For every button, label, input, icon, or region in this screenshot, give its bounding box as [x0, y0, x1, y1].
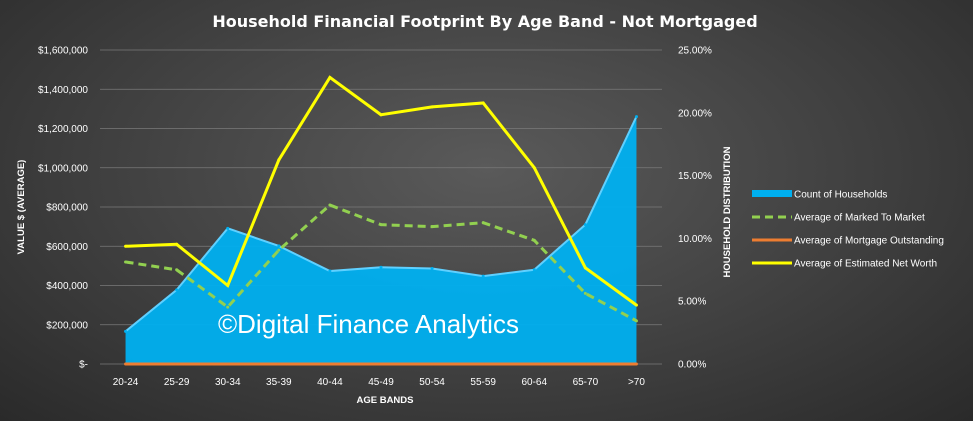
- line-point: [481, 101, 485, 105]
- line-point: [328, 75, 332, 79]
- line-point: [532, 166, 536, 170]
- y-tick-label: $400,000: [46, 281, 88, 292]
- y-tick-label: $200,000: [46, 320, 88, 331]
- y-tick-label: $1,600,000: [38, 46, 88, 57]
- line-point: [532, 238, 536, 242]
- axes: $- $200,000 $400,000 $600,000 $800,000 $1,000…: [16, 46, 733, 407]
- watermark-text: ©Digital Finance Analytics: [218, 309, 519, 339]
- line-point: [430, 105, 434, 109]
- legend-label: Average of Mortgage Outstanding: [794, 236, 944, 247]
- x-tick-label: 55-59: [470, 377, 496, 388]
- y2-tick-label: 15.00%: [678, 171, 712, 182]
- legend-label: Average of Estimated Net Worth: [794, 259, 937, 270]
- area-point: [226, 226, 230, 230]
- area-series: [124, 115, 638, 365]
- line-point: [124, 260, 128, 264]
- line-point: [634, 319, 638, 323]
- area-point: [532, 268, 536, 272]
- y2-tick-label: 0.00%: [678, 360, 706, 371]
- y-tick-label: $-: [79, 360, 88, 371]
- line-point: [175, 242, 179, 246]
- line-point: [532, 362, 536, 366]
- x-tick-label: 25-29: [164, 377, 190, 388]
- line-point: [583, 362, 587, 366]
- y2-tick-label: 20.00%: [678, 108, 712, 119]
- line-point: [226, 284, 230, 287]
- line-point: [583, 291, 587, 295]
- y2-tick-label: 10.00%: [678, 234, 712, 245]
- line-point: [277, 158, 281, 162]
- line-point: [379, 362, 383, 366]
- area-point: [634, 115, 638, 119]
- line-point: [583, 266, 587, 270]
- x-tick-label: 45-49: [368, 377, 394, 388]
- x-tick-label: 30-34: [215, 377, 241, 388]
- line-point: [277, 248, 281, 252]
- area-point: [583, 223, 587, 227]
- y2-axis-title: HOUSEHOLD DISTRIBUTION: [722, 146, 733, 277]
- area-point: [277, 244, 281, 248]
- line-point: [634, 362, 638, 366]
- y-axis-title: VALUE $ (AVERAGE): [16, 160, 27, 255]
- line-point: [430, 362, 434, 366]
- line-point: [124, 244, 128, 248]
- chart-title: Household Financial Footprint By Age Ban…: [212, 12, 757, 31]
- line-point: [634, 303, 638, 307]
- line-point: [226, 305, 230, 309]
- line-point: [379, 113, 383, 117]
- legend-label: Average of Marked To Market: [794, 213, 925, 224]
- y2-tick-label: 5.00%: [678, 297, 706, 308]
- area-point: [328, 269, 332, 273]
- x-tick-label: 35-39: [266, 377, 292, 388]
- area-point: [124, 329, 128, 333]
- x-tick-label: 60-64: [521, 377, 547, 388]
- line-point: [175, 268, 179, 272]
- line-point: [328, 362, 332, 366]
- y2-tick-label: 25.00%: [678, 46, 712, 57]
- line-series: [124, 75, 638, 366]
- x-tick-label: 65-70: [573, 377, 599, 388]
- line-point: [481, 362, 485, 366]
- line-point: [277, 362, 281, 366]
- area-count-of-households: [125, 116, 637, 365]
- legend: Count of Households Average of Marked To …: [752, 190, 944, 270]
- legend-label: Count of Households: [794, 190, 887, 201]
- area-point: [430, 267, 434, 271]
- x-tick-label: >70: [628, 377, 645, 388]
- line-point: [175, 362, 179, 366]
- x-tick-label: 40-44: [317, 377, 343, 388]
- y-tick-label: $600,000: [46, 242, 88, 253]
- y-tick-label: $1,000,000: [38, 163, 88, 174]
- y-tick-label: $800,000: [46, 203, 88, 214]
- line-point: [124, 362, 128, 366]
- line-point: [226, 362, 230, 366]
- x-axis-title: AGE BANDS: [356, 395, 413, 406]
- line-point: [328, 203, 332, 207]
- line-point: [379, 223, 383, 227]
- area-point: [379, 265, 383, 269]
- line-point: [430, 225, 434, 229]
- legend-swatch: [752, 190, 792, 197]
- y-tick-label: $1,200,000: [38, 124, 88, 135]
- x-tick-label: 50-54: [419, 377, 445, 388]
- area-point: [481, 274, 485, 278]
- x-tick-label: 20-24: [113, 377, 139, 388]
- area-point: [175, 288, 179, 292]
- y-tick-label: $1,400,000: [38, 85, 88, 96]
- line-point: [481, 221, 485, 225]
